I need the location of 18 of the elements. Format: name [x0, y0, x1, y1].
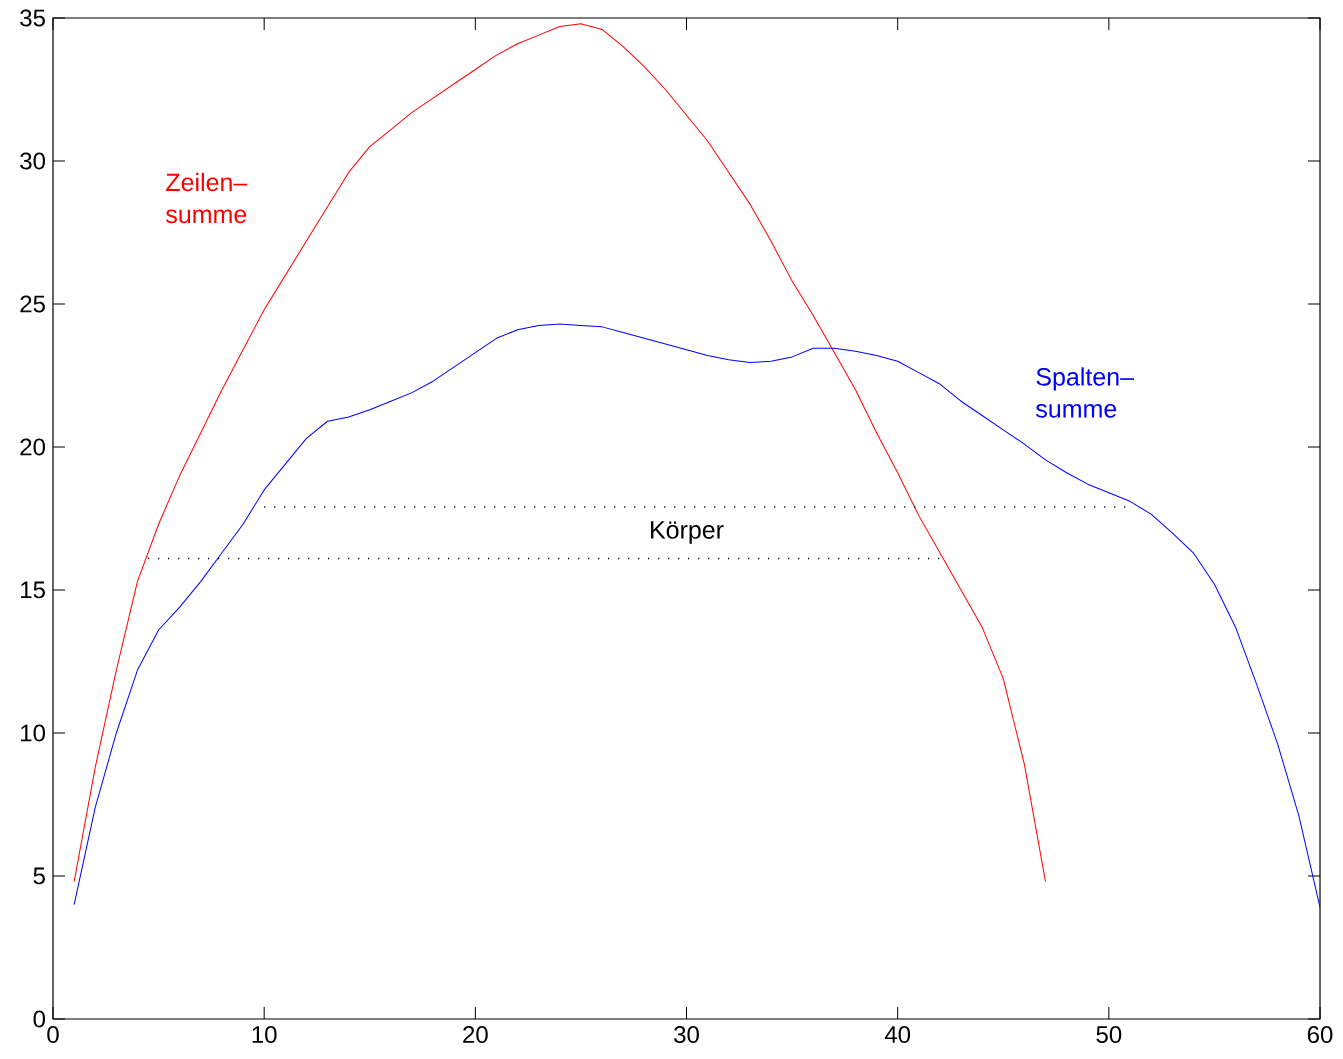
- x-tick-label: 60: [1307, 1026, 1333, 1044]
- x-tick-label: 20: [463, 1026, 488, 1044]
- y-tick-label: 20: [20, 438, 46, 456]
- y-tick-label: 15: [21, 581, 45, 599]
- y-tick-label: 5: [33, 867, 45, 885]
- annotation: Körper: [651, 521, 724, 544]
- text: Zeilen– summe: [166, 172, 248, 224]
- x-tick-label: 30: [674, 1026, 699, 1044]
- x-tick-label: 50: [1096, 1026, 1122, 1044]
- x-tick-label: 10: [252, 1026, 277, 1044]
- series-label: Spalten– summe: [1036, 367, 1134, 418]
- x-tick-label: 0: [47, 1026, 59, 1044]
- x-tick-label: 40: [884, 1026, 911, 1044]
- y-tick-label: 30: [20, 152, 46, 170]
- y-tick-label: 10: [21, 724, 46, 742]
- y-tick-label: 35: [20, 9, 45, 27]
- y-tick-label: 0: [33, 1010, 46, 1028]
- y-tick-label: 25: [20, 295, 45, 313]
